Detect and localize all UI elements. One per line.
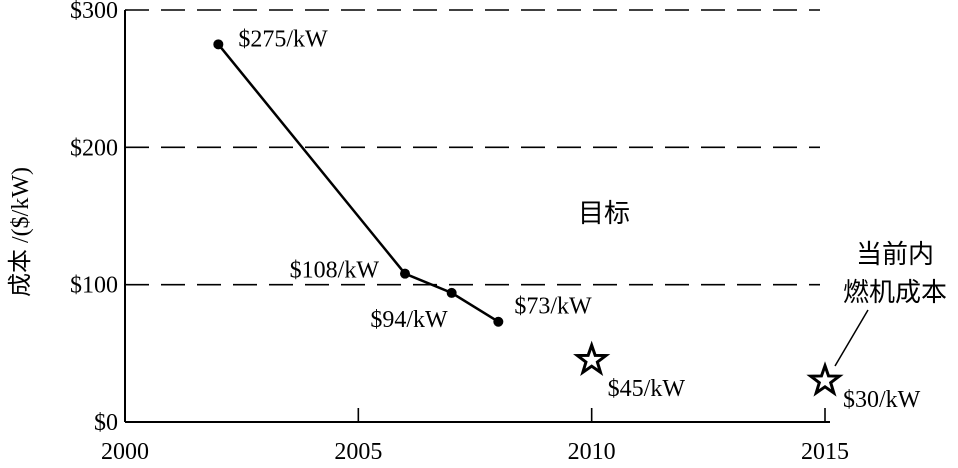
data-point [400, 268, 410, 279]
series-line [217, 43, 499, 323]
target-label: $30/kW [843, 387, 921, 413]
data-label: $73/kW [514, 294, 592, 320]
ice-cost-annotation-line1: 当前内 [856, 240, 934, 270]
target-star [573, 340, 611, 377]
x-ticks: 2000 2005 2010 2015 [101, 408, 849, 465]
targets-layer: $45/kW $30/kW [573, 340, 921, 413]
ice-cost-pointer-line [834, 309, 869, 367]
y-ticks: $0 $100 $200 $300 [70, 0, 118, 436]
gridlines [125, 9, 820, 286]
target-label: $45/kW [608, 376, 686, 402]
data-label: $94/kW [370, 307, 448, 333]
x-tick-label: 2000 [101, 439, 149, 465]
data-point [446, 287, 457, 298]
target-star [806, 361, 844, 397]
target-annotation: 目标 [578, 199, 630, 229]
data-point [493, 316, 504, 327]
data-label: $108/kW [290, 258, 380, 284]
x-tick-label: 2015 [801, 439, 849, 465]
axes [124, 10, 830, 423]
y-tick-label: $200 [70, 135, 118, 161]
data-point [213, 39, 224, 50]
data-label: $275/kW [238, 26, 328, 52]
x-tick-label: 2010 [568, 439, 616, 465]
y-tick-label: $100 [70, 273, 118, 299]
ice-cost-annotation-line2: 燃机成本 [843, 278, 947, 308]
y-tick-label: $0 [94, 410, 118, 436]
y-axis-title: 成本 /($/kW) [7, 167, 34, 297]
y-tick-label: $300 [70, 0, 118, 24]
series-layer: $275/kW $108/kW $94/kW $73/kW [213, 26, 592, 333]
x-tick-label: 2005 [334, 439, 382, 465]
